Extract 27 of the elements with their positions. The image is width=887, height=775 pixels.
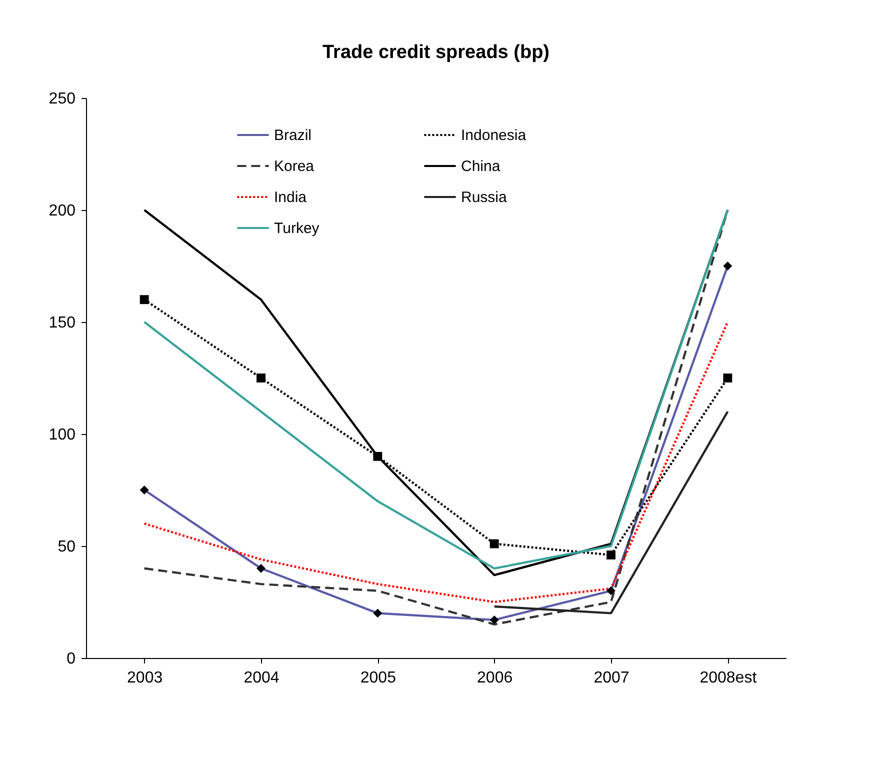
legend-label: China [461, 158, 501, 175]
point [373, 452, 382, 461]
x-tick-label: 2004 [244, 670, 280, 686]
point [723, 374, 732, 382]
y-tick-label: 100 [48, 426, 76, 444]
x-tick-label: 2005 [360, 670, 396, 686]
x-tick-label: 2007 [594, 670, 630, 686]
point [256, 374, 266, 382]
legend-label: Korea [274, 158, 315, 175]
point [490, 539, 499, 548]
y-tick-label: 150 [48, 314, 76, 332]
legend-label: Turkey [274, 220, 320, 237]
legend-label: Brazil [274, 127, 312, 144]
legend-label: Indonesia [461, 127, 527, 144]
x-tick-label: 2006 [477, 670, 513, 686]
x-tick-label: 2003 [127, 670, 163, 686]
x-tick-label: 2008est [700, 670, 758, 686]
y-tick-label: 200 [48, 202, 76, 220]
y-tick-label: 50 [58, 538, 76, 556]
point [140, 295, 149, 304]
line-series [143, 320, 729, 604]
y-tick-label: 0 [66, 650, 76, 668]
chart-title: Trade credit spreads (bp) [322, 42, 550, 63]
point [606, 550, 616, 560]
legend-label: Russia [461, 189, 508, 206]
legend-label: India [274, 189, 308, 206]
y-tick-label: 250 [48, 90, 76, 108]
